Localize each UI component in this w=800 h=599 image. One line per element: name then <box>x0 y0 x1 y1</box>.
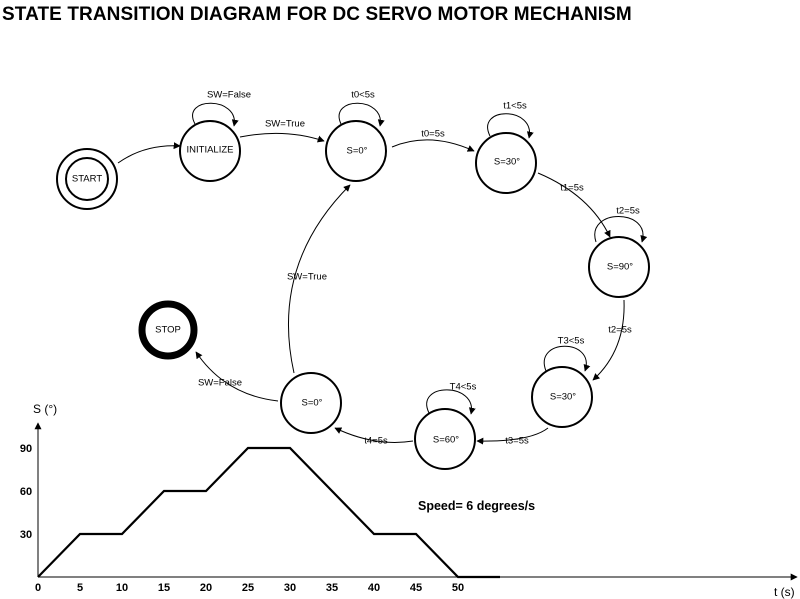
x-tick-label: 30 <box>284 582 296 594</box>
state-s90: S=90° <box>588 236 650 298</box>
y-tick-label: 60 <box>20 486 32 498</box>
transition-s30-to-s90-label: t1=5s <box>560 183 584 194</box>
transition-s60-self-label: T4<5s <box>450 382 477 393</box>
position-time-chart: S (°) t (s) 0 5 10 15 20 25 30 35 40 45 50 30 60 90 <box>20 402 798 599</box>
state-s0-bottom: S=0° <box>280 372 342 434</box>
state-s60: S=60° <box>414 408 476 470</box>
transition-s30-bottom-to-s60 <box>476 427 549 445</box>
state-stop: STOP <box>138 300 198 360</box>
y-tick-labels: 30 60 90 <box>20 443 32 541</box>
state-s30-bottom-label: S=30° <box>550 392 576 403</box>
state-stop-label: STOP <box>155 325 181 336</box>
transition-s90-self <box>594 216 648 243</box>
transition-initialize-self-label: SW=False <box>207 90 251 101</box>
state-start: START <box>56 148 118 210</box>
transition-s90-to-s30-bottom <box>592 299 625 381</box>
state-s0-top: S=0° <box>325 120 387 182</box>
transition-initialize-to-s0-label: SW=True <box>265 119 305 130</box>
state-s30-top-label: S=30° <box>494 157 520 168</box>
y-axis-title: S (°) <box>33 402 57 416</box>
transition-s30-to-s90 <box>537 172 611 238</box>
transition-s30-self-label: t1<5s <box>503 101 527 112</box>
state-s90-label: S=90° <box>607 262 633 273</box>
x-axis-title: t (s) <box>774 585 795 599</box>
x-tick-label: 10 <box>116 582 128 594</box>
state-s30-bottom: S=30° <box>531 366 593 428</box>
x-tick-label: 5 <box>77 582 83 594</box>
x-tick-label: 50 <box>452 582 464 594</box>
state-initialize: INITIALIZE <box>179 120 241 182</box>
transition-s0-bottom-to-s0-top <box>288 184 351 374</box>
state-s0-top-label: S=0° <box>347 146 368 157</box>
x-tick-label: 20 <box>200 582 212 594</box>
state-s30-top: S=30° <box>475 132 537 194</box>
transition-s0-to-s30 <box>391 139 475 152</box>
speed-label: Speed= 6 degrees/s <box>418 499 535 513</box>
transition-s60-to-s0-bottom-label: t4=5s <box>364 436 388 447</box>
page-title: STATE TRANSITION DIAGRAM FOR DC SERVO MO… <box>2 4 632 25</box>
transition-s30-bottom-to-s60-label: t3=5s <box>505 436 529 447</box>
transition-s60-to-s0-bottom <box>334 427 414 443</box>
state-s0-bottom-label: S=0° <box>302 398 323 409</box>
x-tick-label: 0 <box>35 582 41 594</box>
state-initialize-label: INITIALIZE <box>187 145 234 156</box>
transition-s0-bottom-to-stop-label: SW=False <box>198 378 242 389</box>
state-start-label: START <box>72 174 102 185</box>
transition-initialize-to-s0 <box>239 132 325 143</box>
transition-s60-self <box>426 389 476 415</box>
transition-s0-self-label: t0<5s <box>351 90 375 101</box>
position-series-line <box>37 446 500 579</box>
x-tick-label: 25 <box>242 582 254 594</box>
transition-s0-bottom-to-stop <box>195 351 279 402</box>
transition-initialize-self <box>192 102 239 127</box>
state-s60-label: S=60° <box>433 435 459 446</box>
y-tick-label: 90 <box>20 443 32 455</box>
transition-s90-to-s30-bottom-label: t2=5s <box>608 325 632 336</box>
transition-s30-bottom-self-label: T3<5s <box>558 336 585 347</box>
x-tick-label: 45 <box>410 582 422 594</box>
transition-s0-self <box>338 102 385 127</box>
y-tick-label: 30 <box>20 529 32 541</box>
transition-s30-bottom-self <box>543 345 591 372</box>
x-tick-label: 40 <box>368 582 380 594</box>
transition-start-to-initialize <box>117 142 181 164</box>
transition-s90-self-label: t2=5s <box>616 206 640 217</box>
transition-s0-bottom-to-s0-top-label: SW=True <box>287 272 327 283</box>
x-tick-label: 35 <box>326 582 338 594</box>
x-tick-labels: 0 5 10 15 20 25 30 35 40 45 50 <box>35 582 464 594</box>
x-tick-label: 15 <box>158 582 170 594</box>
transition-s0-to-s30-label: t0=5s <box>421 129 445 140</box>
transition-s30-self <box>487 113 534 139</box>
